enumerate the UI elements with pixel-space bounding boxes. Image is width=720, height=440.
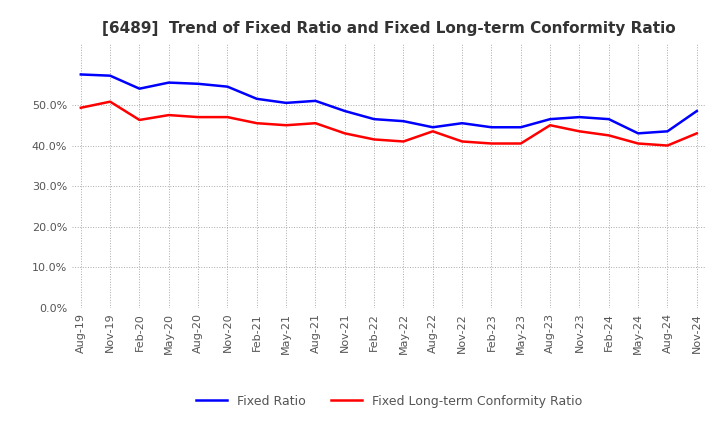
Fixed Long-term Conformity Ratio — [253, 121, 261, 126]
Fixed Long-term Conformity Ratio — [341, 131, 349, 136]
Fixed Ratio — [693, 108, 701, 114]
Fixed Ratio — [282, 100, 290, 106]
Fixed Long-term Conformity Ratio — [663, 143, 672, 148]
Fixed Long-term Conformity Ratio — [693, 131, 701, 136]
Fixed Long-term Conformity Ratio — [76, 105, 85, 110]
Fixed Ratio — [223, 84, 232, 89]
Fixed Long-term Conformity Ratio — [605, 133, 613, 138]
Fixed Long-term Conformity Ratio — [135, 117, 144, 123]
Fixed Long-term Conformity Ratio — [399, 139, 408, 144]
Fixed Ratio — [341, 108, 349, 114]
Fixed Ratio — [194, 81, 202, 86]
Title: [6489]  Trend of Fixed Ratio and Fixed Long-term Conformity Ratio: [6489] Trend of Fixed Ratio and Fixed Lo… — [102, 21, 675, 36]
Fixed Long-term Conformity Ratio — [194, 114, 202, 120]
Fixed Ratio — [487, 125, 496, 130]
Fixed Ratio — [605, 117, 613, 122]
Fixed Ratio — [634, 131, 642, 136]
Fixed Long-term Conformity Ratio — [634, 141, 642, 146]
Fixed Ratio — [253, 96, 261, 102]
Fixed Ratio — [458, 121, 467, 126]
Fixed Ratio — [546, 117, 554, 122]
Fixed Long-term Conformity Ratio — [311, 121, 320, 126]
Line: Fixed Long-term Conformity Ratio: Fixed Long-term Conformity Ratio — [81, 102, 697, 146]
Fixed Ratio — [135, 86, 144, 92]
Fixed Long-term Conformity Ratio — [575, 128, 584, 134]
Fixed Long-term Conformity Ratio — [223, 114, 232, 120]
Fixed Long-term Conformity Ratio — [458, 139, 467, 144]
Fixed Ratio — [370, 117, 379, 122]
Fixed Long-term Conformity Ratio — [106, 99, 114, 104]
Fixed Long-term Conformity Ratio — [487, 141, 496, 146]
Fixed Long-term Conformity Ratio — [516, 141, 525, 146]
Fixed Long-term Conformity Ratio — [370, 137, 379, 142]
Fixed Ratio — [575, 114, 584, 120]
Fixed Long-term Conformity Ratio — [164, 113, 173, 118]
Legend: Fixed Ratio, Fixed Long-term Conformity Ratio: Fixed Ratio, Fixed Long-term Conformity … — [191, 390, 587, 413]
Fixed Ratio — [311, 98, 320, 103]
Fixed Ratio — [106, 73, 114, 78]
Fixed Ratio — [399, 118, 408, 124]
Fixed Ratio — [516, 125, 525, 130]
Fixed Long-term Conformity Ratio — [282, 123, 290, 128]
Fixed Ratio — [663, 128, 672, 134]
Line: Fixed Ratio: Fixed Ratio — [81, 74, 697, 133]
Fixed Long-term Conformity Ratio — [428, 128, 437, 134]
Fixed Ratio — [428, 125, 437, 130]
Fixed Ratio — [76, 72, 85, 77]
Fixed Ratio — [164, 80, 173, 85]
Fixed Long-term Conformity Ratio — [546, 123, 554, 128]
